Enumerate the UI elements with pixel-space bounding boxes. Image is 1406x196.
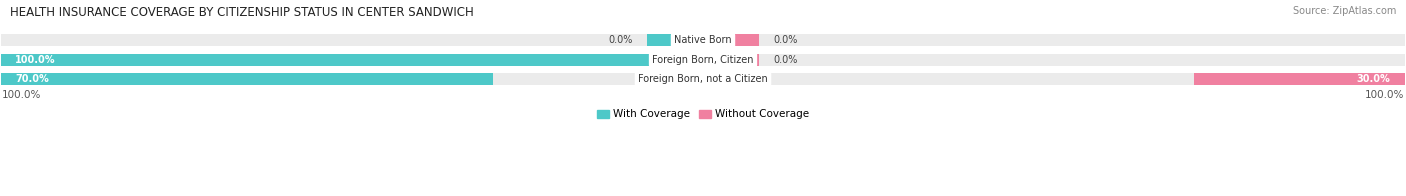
Bar (647, 34, 703, 46)
Text: Foreign Born, Citizen: Foreign Born, Citizen (652, 55, 754, 65)
Text: 0.0%: 0.0% (609, 35, 633, 45)
Text: Native Born: Native Born (675, 35, 731, 45)
Text: 100.0%: 100.0% (15, 55, 56, 65)
Text: HEALTH INSURANCE COVERAGE BY CITIZENSHIP STATUS IN CENTER SANDWICH: HEALTH INSURANCE COVERAGE BY CITIZENSHIP… (10, 6, 474, 19)
Text: 100.0%: 100.0% (1, 90, 41, 100)
Legend: With Coverage, Without Coverage: With Coverage, Without Coverage (592, 105, 814, 124)
Bar (1, 54, 1405, 66)
Bar (1, 34, 1405, 46)
Bar (1, 73, 492, 85)
Text: 0.0%: 0.0% (773, 55, 797, 65)
Bar (703, 34, 759, 46)
Bar (1, 54, 703, 66)
Text: 30.0%: 30.0% (1357, 74, 1391, 84)
Text: 70.0%: 70.0% (15, 74, 49, 84)
Text: Foreign Born, not a Citizen: Foreign Born, not a Citizen (638, 74, 768, 84)
Bar (703, 54, 759, 66)
Bar (1194, 73, 1405, 85)
Text: Source: ZipAtlas.com: Source: ZipAtlas.com (1292, 6, 1396, 16)
Text: 100.0%: 100.0% (1365, 90, 1405, 100)
Bar (1, 73, 1405, 85)
Text: 0.0%: 0.0% (773, 35, 797, 45)
